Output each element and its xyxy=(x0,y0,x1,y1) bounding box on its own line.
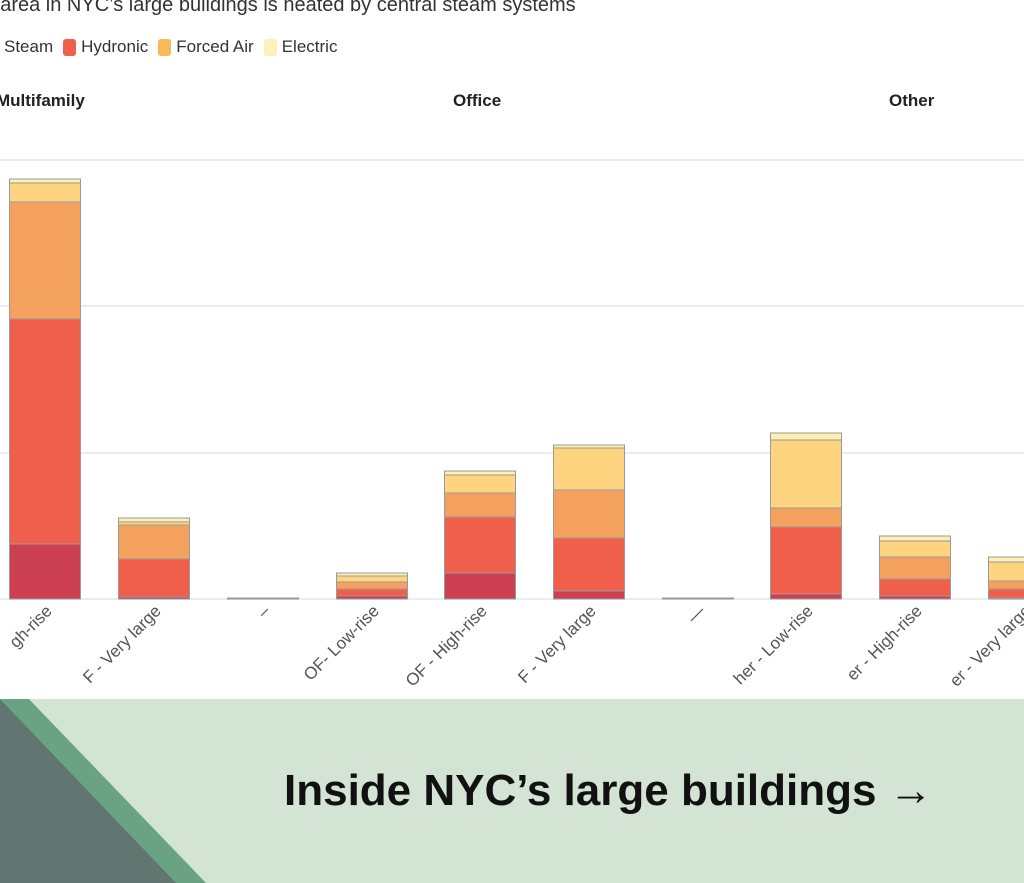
legend-label-electric: Electric xyxy=(281,37,338,56)
legend-item-forced-air: Forced Air xyxy=(158,37,254,57)
bar-segment[interactable] xyxy=(336,581,408,590)
bar-segment[interactable] xyxy=(879,556,951,580)
bar-segment[interactable] xyxy=(553,447,625,491)
bar-segment[interactable] xyxy=(9,182,81,203)
bar-segment[interactable] xyxy=(770,432,842,441)
bar-segment[interactable] xyxy=(9,543,81,600)
bar-segment[interactable] xyxy=(879,540,951,558)
bar-segment[interactable] xyxy=(553,444,625,449)
bar-segment[interactable] xyxy=(770,439,842,509)
facet-label-multifamily: Multifamily xyxy=(0,91,85,110)
bar-segment[interactable] xyxy=(336,575,408,583)
bar-segment[interactable] xyxy=(444,470,516,476)
bar-segment[interactable] xyxy=(988,556,1024,563)
legend-label-steam: Steam xyxy=(4,37,54,56)
x-tick-label: er - Very large xyxy=(946,601,1024,690)
bar-segment[interactable] xyxy=(336,588,408,597)
x-tick-label: — xyxy=(683,601,708,626)
bar-segment[interactable] xyxy=(988,588,1024,599)
legend-item-electric: Electric xyxy=(263,37,338,57)
bar-segment[interactable] xyxy=(118,524,190,560)
legend: Steam Hydronic Forced Air Electric xyxy=(0,37,347,57)
bar-segment[interactable] xyxy=(444,572,516,600)
legend-label-forced-air: Forced Air xyxy=(176,37,254,56)
facet-label-office: Office xyxy=(453,91,502,110)
x-tick-label: – xyxy=(254,601,275,622)
x-tick-labels: gh-rise F - Very large – OF- Low-rise OF - H… xyxy=(6,601,1024,690)
bar-segment[interactable] xyxy=(227,597,299,600)
cta-banner[interactable] xyxy=(0,699,1024,883)
corner-decoration xyxy=(0,699,206,883)
bar-segment[interactable] xyxy=(9,318,81,545)
bars xyxy=(9,178,1024,600)
stacked-bar-chart: gh-rise F - Very large – OF- Low-rise OF - H… xyxy=(0,159,1024,690)
bar-segment[interactable] xyxy=(444,474,516,494)
bar-segment[interactable] xyxy=(553,590,625,600)
facet-label-other: Other xyxy=(889,91,935,110)
cta-link[interactable]: Inside NYC’s large buildings → xyxy=(284,766,933,815)
bar-segment[interactable] xyxy=(879,578,951,597)
legend-swatch-hydronic xyxy=(63,38,77,56)
bar-segment[interactable] xyxy=(553,489,625,539)
bar-segment[interactable] xyxy=(770,526,842,595)
bar-segment[interactable] xyxy=(9,201,81,320)
legend-item-steam: Steam xyxy=(0,37,53,57)
x-tick-label: OF - High-rise xyxy=(402,601,491,690)
legend-label-hydronic: Hydronic xyxy=(81,37,149,56)
bar-segment[interactable] xyxy=(879,535,951,542)
x-tick-label: OF- Low-rise xyxy=(300,601,383,684)
bar-segment[interactable] xyxy=(444,516,516,574)
bar-segment[interactable] xyxy=(9,178,81,184)
bar-segment[interactable] xyxy=(336,572,408,577)
legend-item-hydronic: Hydronic xyxy=(63,37,148,57)
x-tick-label: F - Very large xyxy=(79,601,165,687)
chart-title: r area in NYC’s large buildings is heate… xyxy=(0,0,576,16)
x-tick-label: gh-rise xyxy=(6,601,56,651)
bar-segment[interactable] xyxy=(553,537,625,592)
bar-segment[interactable] xyxy=(118,517,190,523)
bar-segment[interactable] xyxy=(118,558,190,598)
bar-segment[interactable] xyxy=(770,593,842,600)
legend-swatch-forced-air xyxy=(158,38,172,56)
bar-segment[interactable] xyxy=(988,561,1024,582)
bar-segment[interactable] xyxy=(770,507,842,528)
x-tick-label: er - High-rise xyxy=(843,601,926,684)
x-tick-label: F - Very large xyxy=(514,601,600,687)
bar-segment[interactable] xyxy=(988,580,1024,590)
legend-swatch-electric xyxy=(263,38,277,56)
bar-segment[interactable] xyxy=(444,492,516,518)
x-tick-label: her - Low-rise xyxy=(730,601,817,688)
bar-segment[interactable] xyxy=(662,597,734,600)
